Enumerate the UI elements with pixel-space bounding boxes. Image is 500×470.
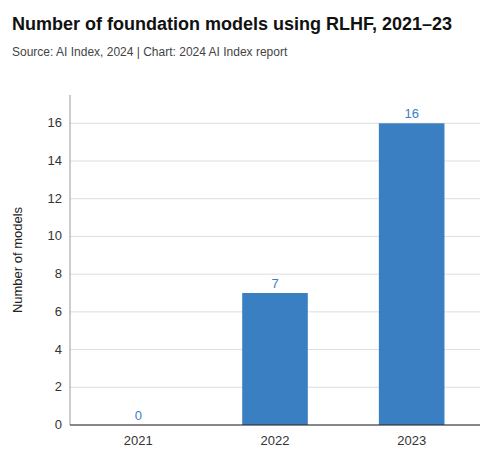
data-label: 16 <box>404 106 418 121</box>
subtitle: Source: AI Index, 2024 | Chart: 2024 AI … <box>12 45 288 59</box>
title: Number of foundation models using RLHF, … <box>12 14 452 34</box>
y-tick-label: 6 <box>55 304 62 319</box>
chart: Number of foundation models using RLHF, … <box>0 0 500 470</box>
y-tick-label: 2 <box>55 379 62 394</box>
bar <box>242 293 308 425</box>
grid-line <box>70 425 480 426</box>
y-tick-label: 8 <box>55 266 62 281</box>
y-tick-label: 4 <box>55 342 62 357</box>
x-axis-line <box>70 424 480 425</box>
data-label: 7 <box>271 276 278 291</box>
y-tick-label: 16 <box>48 115 62 130</box>
bars <box>242 123 444 425</box>
bar <box>379 123 445 425</box>
y-tick-label: 14 <box>48 153 62 168</box>
x-tick-label: 2023 <box>397 433 426 448</box>
y-axis-label: Number of models <box>10 206 25 313</box>
x-tick-label: 2022 <box>261 433 290 448</box>
y-tick-label: 0 <box>55 417 62 432</box>
y-tick-label: 12 <box>48 191 62 206</box>
y-tick-label: 10 <box>48 228 62 243</box>
data-label: 0 <box>135 408 142 423</box>
y-axis-line <box>70 95 71 425</box>
x-tick-label: 2021 <box>124 433 153 448</box>
